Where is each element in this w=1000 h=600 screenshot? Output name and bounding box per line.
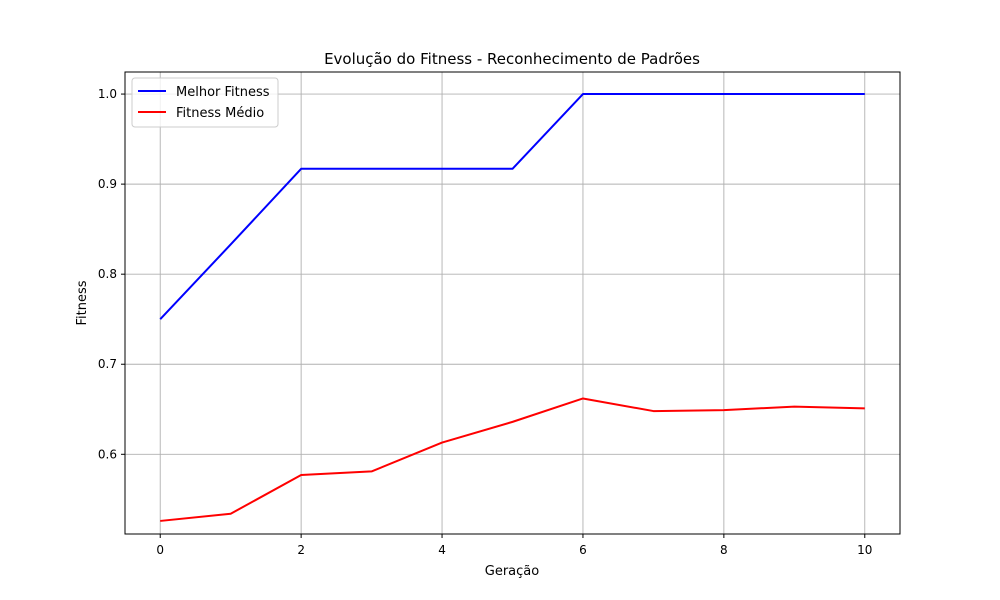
axis-ticks: 0 2 4 6 8 10 0.6 0.7 0.8 0.9 1.0 (98, 87, 873, 557)
series-line-fitness-medio (160, 397, 865, 522)
data-series (159, 93, 865, 522)
y-tick-label: 0.9 (98, 177, 117, 191)
x-axis-label: Geração (485, 564, 539, 579)
y-axis-label: Fitness (75, 280, 90, 325)
legend-label-melhor-fitness: Melhor Fitness (176, 85, 270, 100)
legend-box (131, 77, 279, 128)
chart-title: Evolução do Fitness - Reconhecimento de … (324, 50, 700, 68)
x-tick-label: 10 (857, 543, 872, 557)
legend-label-fitness-medio: Fitness Médio (176, 106, 264, 121)
series-line-melhor-fitness (159, 93, 865, 320)
x-tick-label: 8 (720, 543, 728, 557)
x-tick-label: 4 (438, 543, 446, 557)
y-tick-label: 0.7 (98, 357, 117, 371)
plot-frame (124, 71, 901, 535)
x-tick-label: 0 (156, 543, 164, 557)
y-tick-label: 1.0 (98, 87, 117, 101)
legend: Melhor Fitness Fitness Médio (131, 77, 279, 128)
x-tick-label: 6 (579, 543, 587, 557)
y-tick-label: 0.6 (98, 447, 117, 461)
y-tick-label: 0.8 (98, 267, 117, 281)
x-tick-label: 2 (297, 543, 305, 557)
